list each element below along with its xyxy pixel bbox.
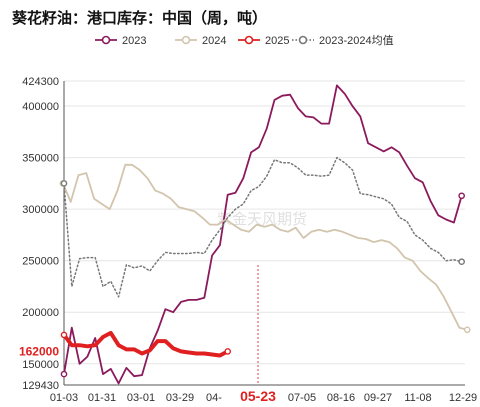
series-end-point <box>458 258 465 266</box>
series-end-point <box>224 348 232 355</box>
x-tick-label: 12-29 <box>449 392 477 404</box>
y-tick-label: 300000 <box>22 204 59 216</box>
series-end-point <box>463 326 471 334</box>
watermark: 紫金天风期货 <box>217 210 307 228</box>
series-end-point <box>458 192 465 200</box>
x-tick-label: 09-27 <box>364 392 392 404</box>
series-line-0 <box>63 84 463 385</box>
series-end-point <box>60 180 68 187</box>
x-tick-label: 07-05 <box>288 392 316 404</box>
x-tick-label: 01-03 <box>50 392 78 404</box>
chart-title: 葵花籽油：港口库存：中国（周，吨） <box>12 9 267 27</box>
y-tick-label: 350000 <box>22 153 59 165</box>
x-tick-label: 05-23 <box>240 388 276 404</box>
legend-item[interactable]: 2023-2024均值 <box>319 34 394 47</box>
x-tick-label: 03-29 <box>166 392 194 404</box>
series-line-2 <box>62 330 230 358</box>
y-tick-label: 162000 <box>19 344 59 358</box>
legend-swatch-marker <box>244 35 254 45</box>
legend-item[interactable]: 2023 <box>122 35 146 47</box>
axes: 424300 400000 350000 300000 250000 200000 1620… <box>19 76 477 404</box>
legend: 2023 2024 2025 2023-2024均值 <box>95 34 394 47</box>
series-group <box>59 84 471 385</box>
y-tick-label: 150000 <box>22 359 59 371</box>
series-line-1 <box>62 163 469 331</box>
grid <box>64 80 465 365</box>
legend-swatch-marker <box>101 35 111 45</box>
y-tick-label: 424300 <box>22 76 59 88</box>
series-end-point <box>60 331 68 339</box>
y-tick-label: 250000 <box>22 256 59 268</box>
y-tick-label: 129430 <box>22 380 59 392</box>
y-tick-label: 400000 <box>22 101 59 113</box>
series-end-point <box>60 370 68 378</box>
legend-swatch-marker <box>298 35 308 45</box>
legend-item[interactable]: 2024 <box>202 35 226 47</box>
x-tick-label: 03-01 <box>127 392 155 404</box>
series-line-3 <box>63 156 463 298</box>
legend-swatch-marker <box>181 35 191 45</box>
x-tick-label: 01-31 <box>88 392 116 404</box>
y-tick-label: 200000 <box>22 307 59 319</box>
x-tick-label: 11-08 <box>404 392 431 404</box>
x-tick-label: 08-16 <box>327 392 355 404</box>
x-tick-label: 04- <box>206 392 222 404</box>
legend-item[interactable]: 2025 <box>265 35 289 47</box>
